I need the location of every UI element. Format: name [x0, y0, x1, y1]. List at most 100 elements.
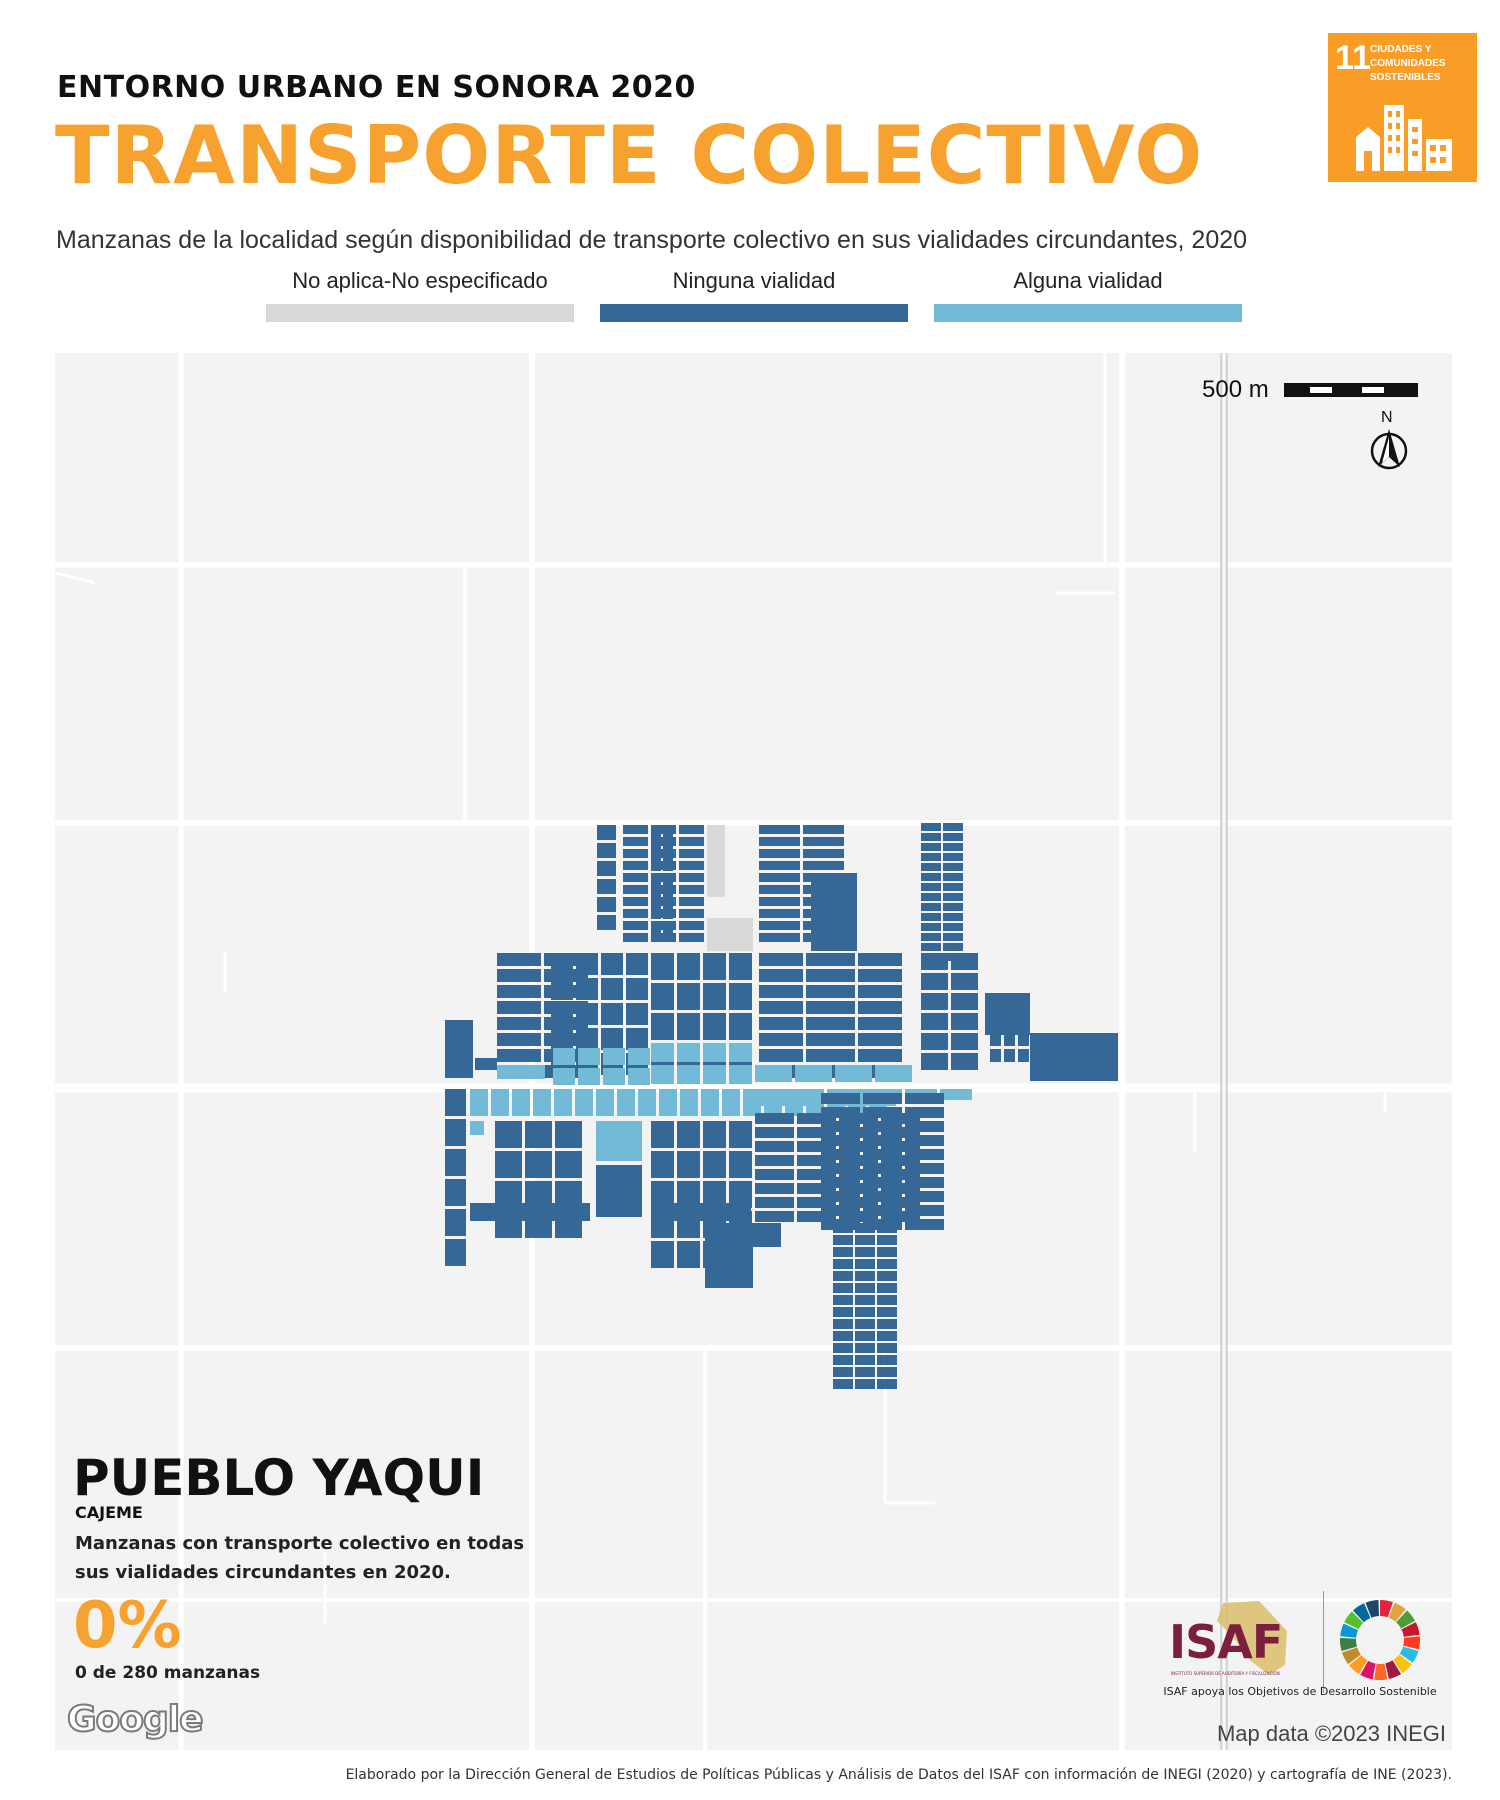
- city-block: [839, 1127, 878, 1138]
- city-block: [679, 849, 704, 858]
- city-block: [881, 1183, 920, 1194]
- city-block: [533, 1089, 551, 1116]
- city-block: [905, 1177, 944, 1188]
- city-block: [677, 1151, 700, 1178]
- city-block: [921, 943, 941, 951]
- map-canvas[interactable]: [55, 353, 1452, 1750]
- city-block: [578, 1068, 600, 1085]
- city-block: [651, 1065, 674, 1084]
- city-block: [445, 1149, 466, 1176]
- city-block: [855, 1283, 875, 1293]
- city-block: [1004, 1033, 1015, 1046]
- city-block: [877, 1331, 897, 1341]
- city-block: [623, 873, 648, 882]
- city-block: [855, 1235, 875, 1245]
- city-block: [905, 1163, 944, 1174]
- city-block: [921, 873, 941, 881]
- city-block: [797, 1127, 836, 1138]
- city-block: [576, 978, 598, 1000]
- city-block: [877, 1367, 897, 1377]
- city-block: [551, 978, 573, 1000]
- city-block: [759, 897, 800, 906]
- city-block: [651, 921, 661, 935]
- city-block: [554, 1089, 572, 1116]
- sdg-11-badge: 11 CIUDADES Y COMUNIDADES SOSTENIBLES: [1328, 33, 1477, 182]
- city-block: [576, 953, 598, 975]
- city-block: [858, 1017, 902, 1030]
- city-block: [651, 933, 676, 942]
- city-block: [445, 1179, 466, 1206]
- city-block: [596, 1089, 614, 1116]
- city-block: [759, 953, 803, 966]
- city-block: [755, 1197, 794, 1208]
- city-block: [628, 1048, 650, 1065]
- city-block: [677, 953, 700, 980]
- city-block: [701, 1089, 719, 1116]
- city-block: [855, 1379, 875, 1389]
- city-block: [623, 909, 648, 918]
- city-block: [881, 1211, 920, 1222]
- city-block: [651, 1241, 674, 1268]
- isaf-wordmark: ISAF: [1169, 1615, 1283, 1669]
- city-block: [623, 837, 648, 846]
- city-block: [497, 1017, 541, 1030]
- city-block: [677, 1043, 700, 1062]
- city-block: [797, 1197, 836, 1208]
- city-block: [623, 897, 648, 906]
- city-block: [603, 1048, 625, 1065]
- city-block: [877, 1379, 897, 1389]
- city-block: [603, 1068, 625, 1085]
- map-panel[interactable]: 500 m N PUEBLO YAQUI CAJEME Manzanas con…: [55, 353, 1452, 1750]
- city-block: [821, 1149, 860, 1160]
- city-block: [601, 1028, 623, 1050]
- city-block: [576, 1028, 598, 1050]
- city-block: [617, 1089, 635, 1116]
- city-block: [1030, 1033, 1118, 1081]
- city-block: [943, 853, 963, 861]
- municipality-name: CAJEME: [75, 1503, 143, 1522]
- city-block: [703, 1121, 726, 1148]
- sdg-wheel-segment: [1349, 1655, 1368, 1675]
- google-logo: Google: [66, 1698, 205, 1741]
- city-block: [759, 825, 800, 834]
- city-block: [943, 943, 963, 951]
- scale-label: 500 m: [1202, 376, 1269, 403]
- city-block: [755, 1065, 792, 1082]
- city-block: [755, 1127, 794, 1138]
- sdg-wheel-segment: [1403, 1636, 1420, 1650]
- city-block: [855, 1331, 875, 1341]
- sdg-wheel-segment: [1396, 1610, 1416, 1629]
- city-block: [855, 1355, 875, 1365]
- city-block: [755, 1155, 794, 1166]
- city-block: [833, 1343, 853, 1353]
- city-block: [951, 1033, 978, 1050]
- city-block: [803, 825, 844, 834]
- city-block: [877, 1223, 897, 1233]
- sonora-map-icon: [1217, 1601, 1287, 1675]
- city-block: [921, 993, 948, 1010]
- city-block: [663, 889, 673, 903]
- city-block: [497, 1001, 541, 1014]
- city-block: [576, 1003, 598, 1025]
- sdg-wheel-segment: [1344, 1611, 1364, 1630]
- city-block: [597, 879, 616, 894]
- city-block: [943, 833, 963, 841]
- city-block: [855, 1343, 875, 1353]
- city-block: [497, 1033, 541, 1046]
- city-block: [680, 1089, 698, 1116]
- city-block: [811, 953, 855, 966]
- city-block: [651, 857, 661, 871]
- city-block: [755, 1169, 794, 1180]
- city-block: [495, 1151, 522, 1178]
- city-block: [921, 913, 941, 921]
- sdg-wheel-segment: [1393, 1654, 1412, 1674]
- sdg-wheel-segment: [1399, 1646, 1419, 1663]
- city-block: [877, 1343, 897, 1353]
- city-block: [497, 1065, 545, 1079]
- city-block: [811, 1001, 855, 1014]
- main-title: TRANSPORTE COLECTIVO: [55, 109, 1204, 202]
- city-block: [921, 863, 941, 871]
- city-block: [863, 1093, 902, 1104]
- city-block-no-data: [707, 825, 725, 897]
- isaf-subtitle: INSTITUTO SUPERIOR DE AUDITORÍA Y FISCAL…: [1171, 1671, 1280, 1676]
